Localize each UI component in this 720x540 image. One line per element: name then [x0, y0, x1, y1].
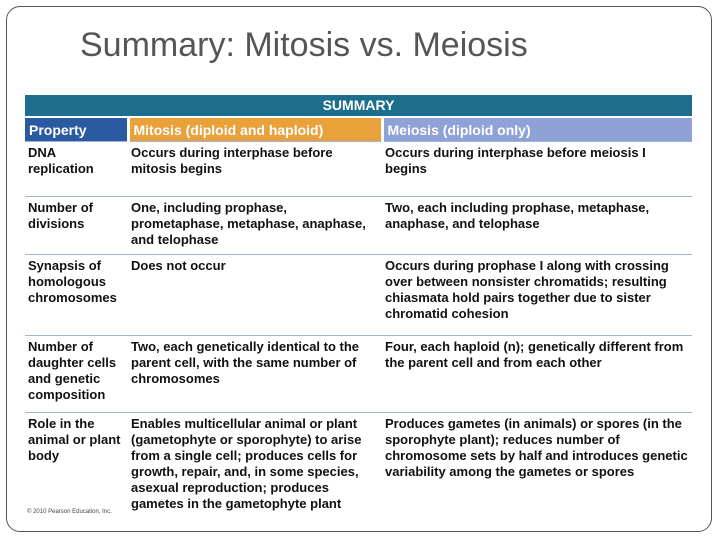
table-banner: SUMMARY — [25, 95, 692, 116]
slide-frame — [6, 6, 712, 532]
table-cell: Occurs during interphase before mitosis … — [128, 141, 382, 197]
table-cell: Occurs during interphase before meiosis … — [382, 141, 692, 197]
slide-title: Summary: Mitosis vs. Meiosis — [80, 26, 528, 64]
table-row: Role in the animal or plant body Enables … — [25, 412, 692, 518]
column-header: Meiosis (diploid only) — [380, 118, 692, 142]
table-cell: Four, each haploid (n); genetically diff… — [382, 335, 692, 413]
table-row: DNA replication Occurs during interphase … — [25, 141, 692, 197]
table-cell: Does not occur — [128, 254, 382, 336]
copyright: © 2010 Pearson Education, Inc. — [27, 509, 112, 515]
property-cell: Role in the animal or plant body — [25, 412, 128, 518]
summary-table: Property Mitosis (diploid and haploid) M… — [25, 118, 692, 518]
table-cell: Enables multicellular animal or plant (g… — [128, 412, 382, 518]
table-row: Number of divisions One, including propha… — [25, 196, 692, 255]
property-cell: Number of daughter cells and genetic com… — [25, 335, 128, 413]
property-cell: Number of divisions — [25, 196, 128, 255]
column-header: Property — [25, 118, 128, 142]
table-cell: Produces gametes (in animals) or spores … — [382, 412, 692, 518]
property-cell: Synapsis of homologous chromosomes — [25, 254, 128, 336]
table-cell: Occurs during prophase I along with cros… — [382, 254, 692, 336]
header-row: Property Mitosis (diploid and haploid) M… — [25, 118, 692, 142]
table-cell: One, including prophase, prometaphase, m… — [128, 196, 382, 255]
table-row: Number of daughter cells and genetic com… — [25, 335, 692, 413]
table-cell: Two, each genetically identical to the p… — [128, 335, 382, 413]
column-header: Mitosis (diploid and haploid) — [126, 118, 382, 142]
property-cell: DNA replication — [25, 141, 128, 197]
table-row: Synapsis of homologous chromosomes Does n… — [25, 254, 692, 336]
table-cell: Two, each including prophase, metaphase,… — [382, 196, 692, 255]
